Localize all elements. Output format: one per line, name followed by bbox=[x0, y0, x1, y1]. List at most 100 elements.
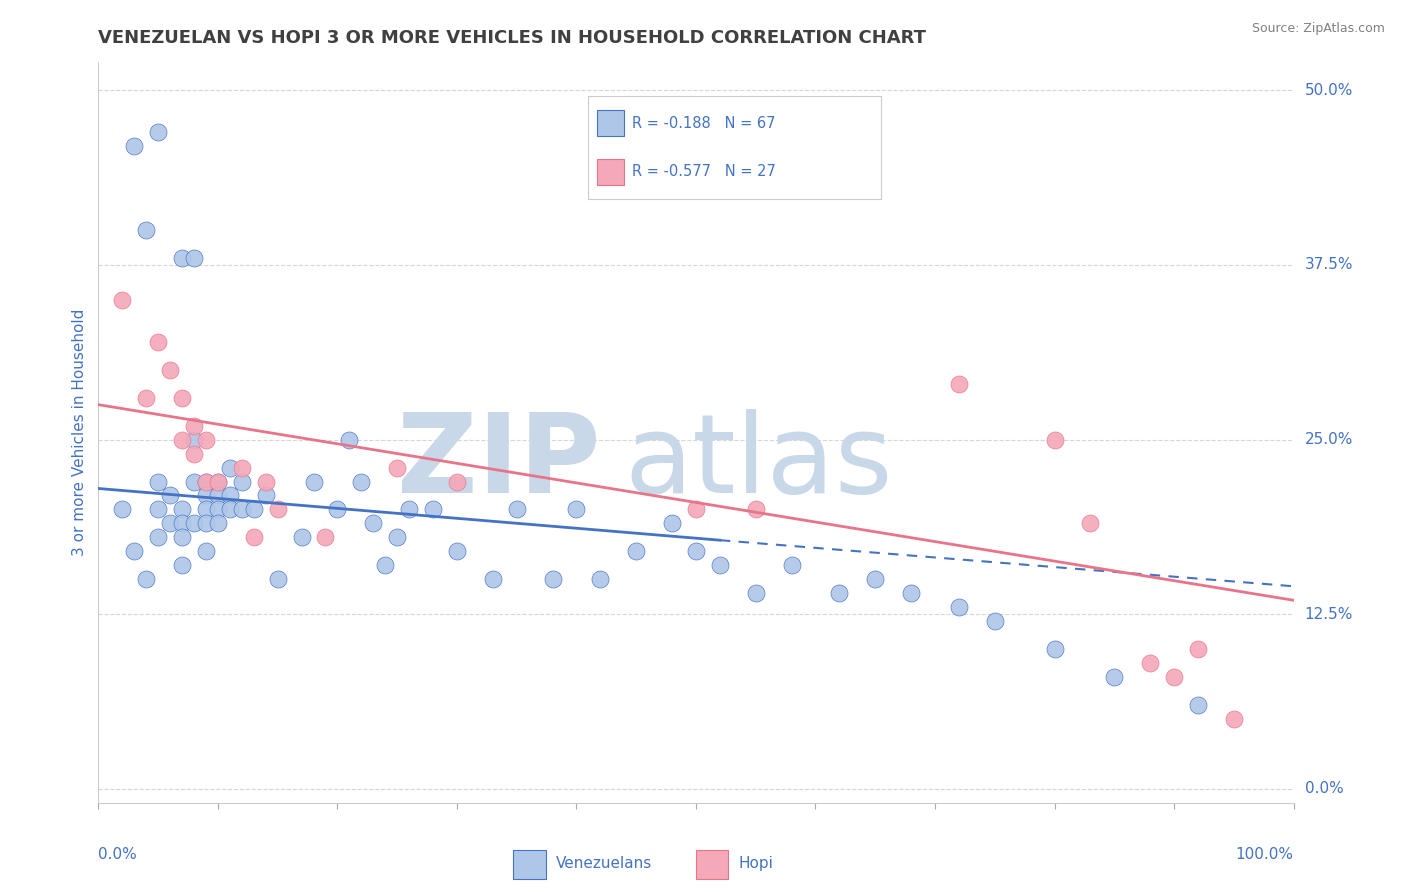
Point bbox=[948, 376, 970, 391]
Text: VENEZUELAN VS HOPI 3 OR MORE VEHICLES IN HOUSEHOLD CORRELATION CHART: VENEZUELAN VS HOPI 3 OR MORE VEHICLES IN… bbox=[98, 29, 927, 47]
Point bbox=[506, 502, 529, 516]
Point bbox=[948, 600, 970, 615]
Text: 12.5%: 12.5% bbox=[1305, 607, 1353, 622]
Point bbox=[1043, 642, 1066, 657]
Point bbox=[385, 460, 409, 475]
Point bbox=[148, 125, 170, 139]
Point bbox=[900, 586, 922, 600]
Point bbox=[291, 530, 314, 544]
Point bbox=[1043, 433, 1066, 447]
Text: 100.0%: 100.0% bbox=[1236, 847, 1294, 863]
Point bbox=[254, 488, 277, 502]
Point bbox=[195, 475, 218, 489]
Text: atlas: atlas bbox=[624, 409, 893, 516]
Point bbox=[159, 516, 181, 531]
Point bbox=[243, 502, 266, 516]
Point bbox=[482, 572, 505, 586]
Point bbox=[172, 251, 194, 265]
Text: Source: ZipAtlas.com: Source: ZipAtlas.com bbox=[1251, 22, 1385, 36]
Point bbox=[219, 460, 242, 475]
Point bbox=[1163, 670, 1185, 684]
Point bbox=[172, 516, 194, 531]
Point bbox=[219, 502, 242, 516]
Point bbox=[111, 502, 134, 516]
Point bbox=[135, 223, 157, 237]
Point bbox=[207, 475, 229, 489]
Point bbox=[183, 516, 205, 531]
Point bbox=[315, 530, 337, 544]
Point bbox=[172, 502, 194, 516]
Point bbox=[745, 502, 768, 516]
Point bbox=[183, 475, 205, 489]
Point bbox=[231, 502, 253, 516]
Point bbox=[124, 544, 146, 558]
Point bbox=[219, 488, 242, 502]
Point bbox=[326, 502, 349, 516]
Point bbox=[172, 391, 194, 405]
Point bbox=[207, 516, 229, 531]
Point bbox=[1187, 642, 1209, 657]
Point bbox=[661, 516, 683, 531]
Point bbox=[172, 558, 194, 573]
Point bbox=[159, 363, 181, 377]
Point bbox=[446, 544, 468, 558]
Point bbox=[267, 502, 290, 516]
Point bbox=[1080, 516, 1102, 531]
Point bbox=[148, 475, 170, 489]
Point bbox=[267, 572, 290, 586]
Point bbox=[148, 502, 170, 516]
Text: ZIP: ZIP bbox=[396, 409, 600, 516]
Point bbox=[385, 530, 409, 544]
Point bbox=[183, 251, 205, 265]
Point bbox=[1187, 698, 1209, 712]
Point bbox=[780, 558, 803, 573]
Point bbox=[685, 502, 707, 516]
Point bbox=[195, 488, 218, 502]
Point bbox=[339, 433, 361, 447]
Point bbox=[183, 446, 205, 460]
Point bbox=[135, 572, 157, 586]
Point bbox=[709, 558, 731, 573]
Point bbox=[111, 293, 134, 307]
Point bbox=[374, 558, 396, 573]
Point bbox=[172, 433, 194, 447]
Point bbox=[254, 475, 277, 489]
Text: 0.0%: 0.0% bbox=[1305, 781, 1343, 797]
Point bbox=[1223, 712, 1246, 726]
Point bbox=[828, 586, 851, 600]
Point bbox=[231, 475, 253, 489]
Point bbox=[685, 544, 707, 558]
Y-axis label: 3 or more Vehicles in Household: 3 or more Vehicles in Household bbox=[72, 309, 87, 557]
Point bbox=[302, 475, 325, 489]
Point bbox=[124, 139, 146, 153]
Text: 37.5%: 37.5% bbox=[1305, 258, 1353, 272]
Point bbox=[398, 502, 420, 516]
Point bbox=[195, 475, 218, 489]
Point bbox=[745, 586, 768, 600]
Point bbox=[350, 475, 373, 489]
Point bbox=[207, 502, 229, 516]
Point bbox=[363, 516, 385, 531]
Point bbox=[541, 572, 564, 586]
Text: 25.0%: 25.0% bbox=[1305, 432, 1353, 447]
Point bbox=[195, 516, 218, 531]
Point bbox=[589, 572, 612, 586]
Point bbox=[183, 418, 205, 433]
Point bbox=[865, 572, 887, 586]
Point bbox=[159, 488, 181, 502]
Point bbox=[422, 502, 444, 516]
Point bbox=[565, 502, 588, 516]
Point bbox=[195, 433, 218, 447]
Point bbox=[195, 544, 218, 558]
Point bbox=[626, 544, 648, 558]
Point bbox=[1139, 656, 1161, 670]
Point bbox=[446, 475, 468, 489]
Point bbox=[135, 391, 157, 405]
Point bbox=[243, 530, 266, 544]
Text: 50.0%: 50.0% bbox=[1305, 83, 1353, 98]
Point bbox=[148, 334, 170, 349]
Text: 0.0%: 0.0% bbox=[98, 847, 138, 863]
Point bbox=[207, 488, 229, 502]
Point bbox=[207, 475, 229, 489]
Point bbox=[183, 433, 205, 447]
